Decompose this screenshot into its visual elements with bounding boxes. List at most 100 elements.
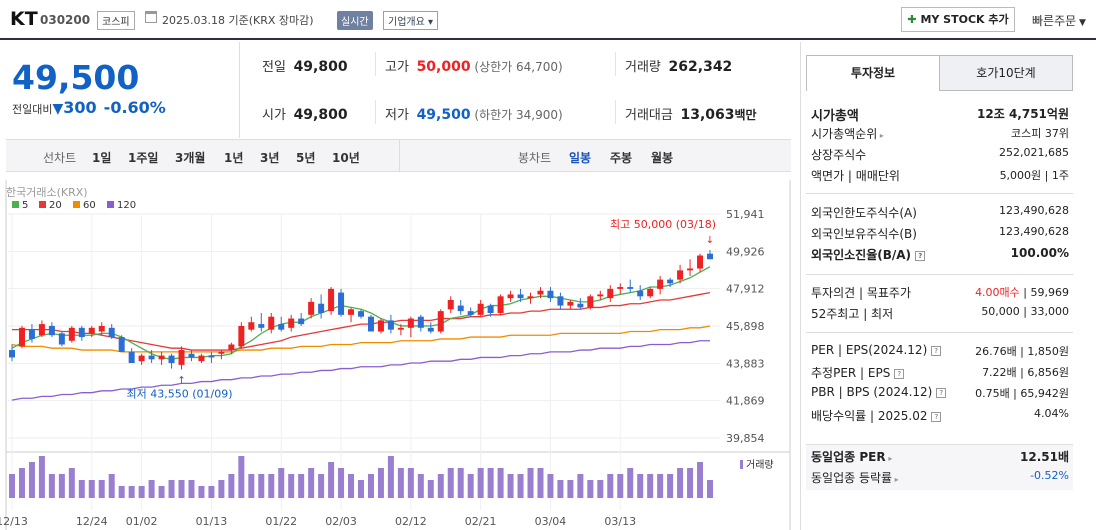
volume-bar	[328, 462, 335, 498]
row-est-per: 추정PER | EPS ? 7.22배 | 6,856원	[811, 364, 1069, 384]
help-icon[interactable]: ?	[931, 411, 942, 422]
candle-monthly[interactable]: 월봉	[651, 151, 674, 165]
period-1y[interactable]: 1년	[224, 151, 244, 165]
volume-bar	[258, 474, 265, 498]
period-1d[interactable]: 1일	[92, 151, 112, 165]
high-price: 고가 50,000 (상한가 64,700)	[385, 56, 563, 75]
low-price: 저가 49,500 (하한가 34,900)	[385, 104, 563, 123]
volume-bar	[387, 456, 394, 498]
row-sector-change[interactable]: 동일업종 등락률 ▸ -0.52%	[811, 469, 1069, 489]
volume-bar	[38, 456, 45, 498]
open-price: 시가 49,800	[262, 104, 348, 123]
volume-bar	[647, 474, 654, 498]
prev-close: 전일 49,800	[262, 56, 348, 75]
candle-body	[58, 333, 65, 345]
corp-info-button[interactable]: 기업개요 ▾	[383, 11, 439, 30]
y-tick-label: 43,883	[726, 357, 765, 370]
row-label: 투자의견 | 목표주가	[811, 286, 911, 300]
candle-body	[517, 294, 524, 299]
row-value: 100.00%	[1010, 246, 1069, 260]
amount-value: 13,063	[680, 107, 735, 123]
line-chart-label: 선차트	[43, 151, 77, 165]
candle-body	[587, 296, 594, 308]
candle-body	[497, 296, 504, 313]
divider	[375, 100, 376, 124]
realtime-button[interactable]: 실시간	[337, 11, 373, 30]
candle-body	[198, 355, 205, 362]
row-value: 7.22배 | 6,856원	[982, 366, 1069, 379]
row-label: 동일업종 PER	[811, 450, 886, 464]
candle-body	[627, 287, 634, 289]
volume-bar	[487, 468, 494, 498]
row-sector-per[interactable]: 동일업종 PER ▸ 12.51배	[811, 448, 1069, 468]
candle-body	[268, 316, 275, 330]
legend-swatch-120	[107, 201, 114, 208]
candle-body	[537, 290, 544, 295]
row-52w: 52주최고 | 최저 50,000 | 33,000	[811, 305, 1069, 325]
volume-bar	[148, 480, 155, 498]
volume-bar	[417, 474, 424, 498]
row-market-cap-rank[interactable]: 시가총액순위 ▸ 코스피 37위	[811, 125, 1069, 145]
candle-body	[597, 294, 604, 297]
period-3m[interactable]: 3개월	[175, 151, 206, 165]
x-tick-label: 03/13	[604, 515, 636, 528]
volume-bar	[88, 480, 95, 498]
low-arrow-icon: ↑	[177, 376, 185, 387]
candle-body	[487, 305, 494, 313]
volume-bar	[268, 474, 275, 498]
row-label: 상장주식수	[811, 148, 867, 162]
candle-body	[38, 324, 45, 336]
row-label: 추정PER | EPS	[811, 366, 891, 380]
volume-bar	[687, 468, 694, 498]
help-icon[interactable]: ?	[894, 368, 905, 379]
candle-body	[557, 296, 564, 306]
legend-label-20: 20	[49, 200, 62, 211]
candle-body	[298, 318, 305, 325]
row-label: 52주최고 | 최저	[811, 307, 894, 321]
period-5y[interactable]: 5년	[296, 151, 316, 165]
volume-bar	[467, 474, 474, 498]
candle-body	[338, 292, 345, 315]
chevron-right-icon: ▸	[892, 475, 899, 484]
period-10y[interactable]: 10년	[332, 151, 360, 165]
current-price: 49,500	[12, 58, 140, 97]
change-line: 전일대비▼300 -0.60%	[12, 98, 166, 117]
row-label: 외국인보유주식수(B)	[811, 227, 917, 241]
period-1w[interactable]: 1주일	[128, 151, 159, 165]
quick-order-button[interactable]: 빠른주문 ▼	[1032, 12, 1086, 29]
candle-body	[308, 301, 315, 315]
candle-body	[188, 353, 195, 358]
candle-body	[148, 355, 155, 360]
row-label: 동일업종 등락률	[811, 471, 893, 485]
stock-header: KT 030200 코스피 2025.03.18 기준(KRX 장마감) 실시간…	[0, 0, 1096, 40]
row-opinion: 투자의견 | 목표주가 4.00매수 | 59,969	[811, 284, 1069, 304]
opinion-value: 4.00매수	[975, 286, 1020, 299]
candle-body	[218, 351, 225, 354]
y-tick-label: 39,854	[726, 432, 765, 445]
tab-hoga-10[interactable]: 호가10단계	[939, 55, 1073, 91]
help-icon[interactable]: ?	[936, 387, 947, 398]
quick-order-label: 빠른주문	[1032, 14, 1077, 28]
volume-bar	[338, 468, 345, 498]
down-triangle-icon: ▼	[52, 101, 64, 117]
candle-daily[interactable]: 일봉	[569, 151, 592, 165]
volume-bar	[278, 468, 285, 498]
mystock-add-button[interactable]: ✚ MY STOCK 추가	[901, 7, 1015, 32]
candle-weekly[interactable]: 주봉	[610, 151, 633, 165]
row-value: 0.75배 | 65,942원	[975, 387, 1069, 400]
x-tick-label: 12/13	[0, 515, 28, 528]
divider	[806, 193, 1073, 194]
volume-bar	[298, 474, 305, 498]
help-icon[interactable]: ?	[915, 250, 926, 261]
period-3y[interactable]: 3년	[260, 151, 280, 165]
x-tick-label: 02/12	[395, 515, 427, 528]
candle-body	[467, 311, 474, 315]
volume-bar	[178, 480, 185, 498]
tab-invest-info[interactable]: 투자정보	[806, 55, 940, 91]
divider	[615, 100, 616, 124]
candle-body	[278, 324, 285, 330]
candle-body	[248, 322, 255, 330]
candle-body	[697, 255, 704, 269]
volume-bar	[597, 480, 604, 498]
help-icon[interactable]: ?	[931, 345, 942, 356]
